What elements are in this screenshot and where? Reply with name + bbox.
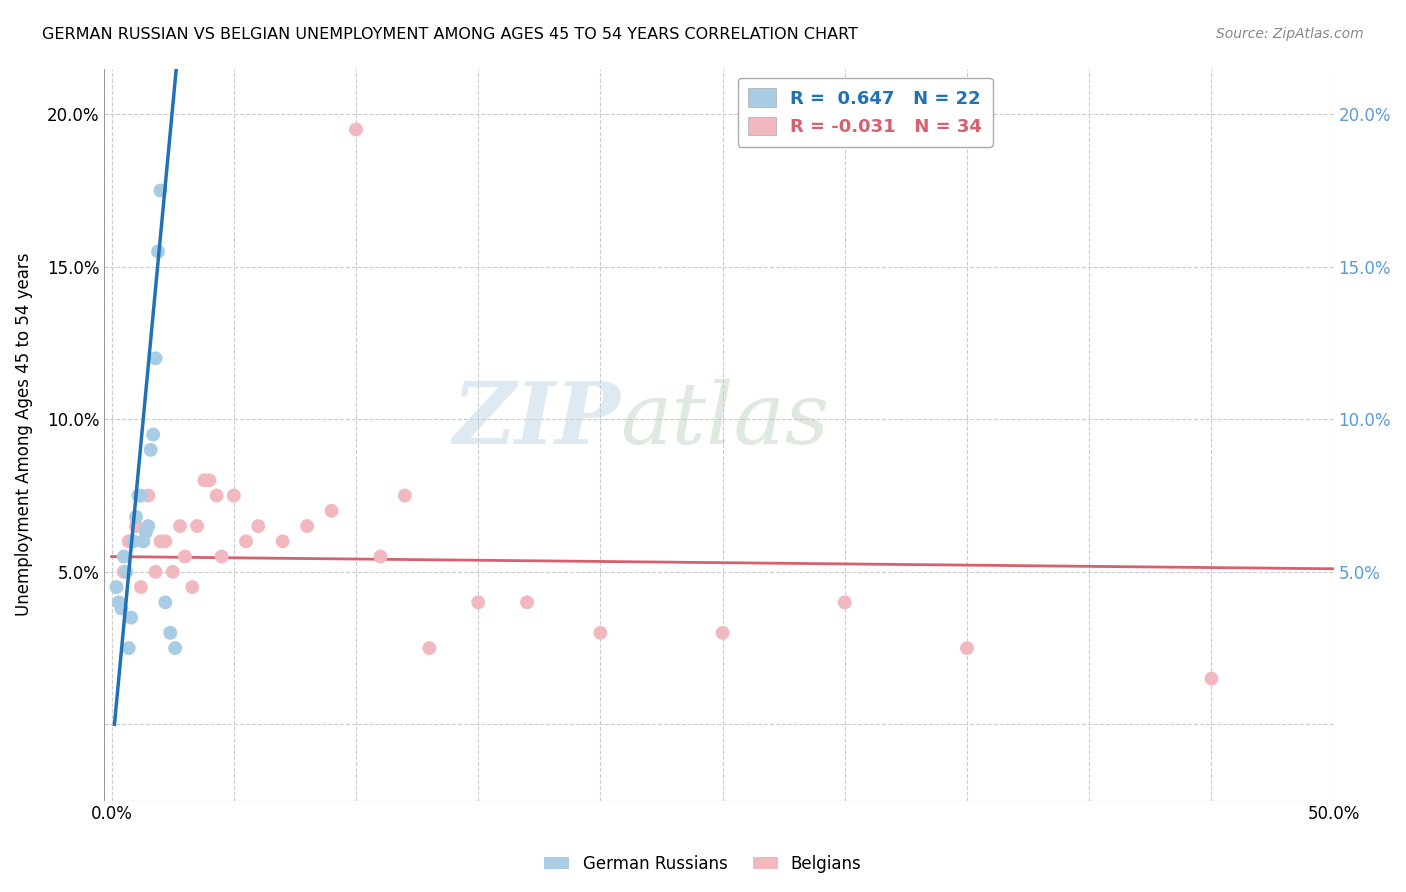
- Point: [418, 641, 440, 656]
- Point: [344, 122, 367, 136]
- Text: GERMAN RUSSIAN VS BELGIAN UNEMPLOYMENT AMONG AGES 45 TO 54 YEARS CORRELATION CHA: GERMAN RUSSIAN VS BELGIAN UNEMPLOYMENT A…: [42, 27, 858, 42]
- Text: atlas: atlas: [620, 378, 830, 461]
- Point: [112, 565, 135, 579]
- Point: [247, 519, 270, 533]
- Text: ZIP: ZIP: [453, 378, 620, 462]
- Point: [139, 442, 162, 457]
- Point: [155, 595, 177, 609]
- Point: [108, 595, 131, 609]
- Point: [132, 534, 155, 549]
- Y-axis label: Unemployment Among Ages 45 to 54 years: Unemployment Among Ages 45 to 54 years: [15, 252, 32, 616]
- Point: [118, 534, 141, 549]
- Point: [149, 184, 172, 198]
- Point: [120, 610, 142, 624]
- Point: [394, 489, 416, 503]
- Point: [112, 549, 135, 564]
- Point: [516, 595, 538, 609]
- Point: [165, 641, 187, 656]
- Point: [118, 641, 141, 656]
- Point: [169, 519, 191, 533]
- Point: [122, 534, 145, 549]
- Point: [125, 510, 148, 524]
- Point: [198, 473, 221, 487]
- Point: [711, 625, 734, 640]
- Point: [467, 595, 489, 609]
- Point: [129, 580, 152, 594]
- Point: [295, 519, 318, 533]
- Point: [186, 519, 208, 533]
- Point: [142, 427, 165, 442]
- Point: [145, 351, 167, 366]
- Point: [589, 625, 612, 640]
- Point: [162, 565, 184, 579]
- Point: [127, 489, 149, 503]
- Point: [211, 549, 233, 564]
- Legend: R =  0.647   N = 22, R = -0.031   N = 34: R = 0.647 N = 22, R = -0.031 N = 34: [738, 78, 993, 147]
- Point: [149, 534, 172, 549]
- Point: [834, 595, 856, 609]
- Point: [271, 534, 294, 549]
- Point: [135, 525, 157, 540]
- Point: [129, 489, 152, 503]
- Point: [193, 473, 215, 487]
- Point: [181, 580, 204, 594]
- Point: [370, 549, 392, 564]
- Point: [174, 549, 197, 564]
- Point: [136, 489, 159, 503]
- Point: [125, 519, 148, 533]
- Point: [145, 565, 167, 579]
- Point: [956, 641, 979, 656]
- Legend: German Russians, Belgians: German Russians, Belgians: [537, 848, 869, 880]
- Point: [235, 534, 257, 549]
- Point: [321, 504, 343, 518]
- Point: [155, 534, 177, 549]
- Point: [136, 519, 159, 533]
- Point: [222, 489, 245, 503]
- Point: [1201, 672, 1223, 686]
- Point: [115, 565, 138, 579]
- Point: [146, 244, 169, 259]
- Point: [159, 625, 181, 640]
- Point: [205, 489, 228, 503]
- Point: [110, 601, 132, 615]
- Text: Source: ZipAtlas.com: Source: ZipAtlas.com: [1216, 27, 1364, 41]
- Point: [105, 580, 128, 594]
